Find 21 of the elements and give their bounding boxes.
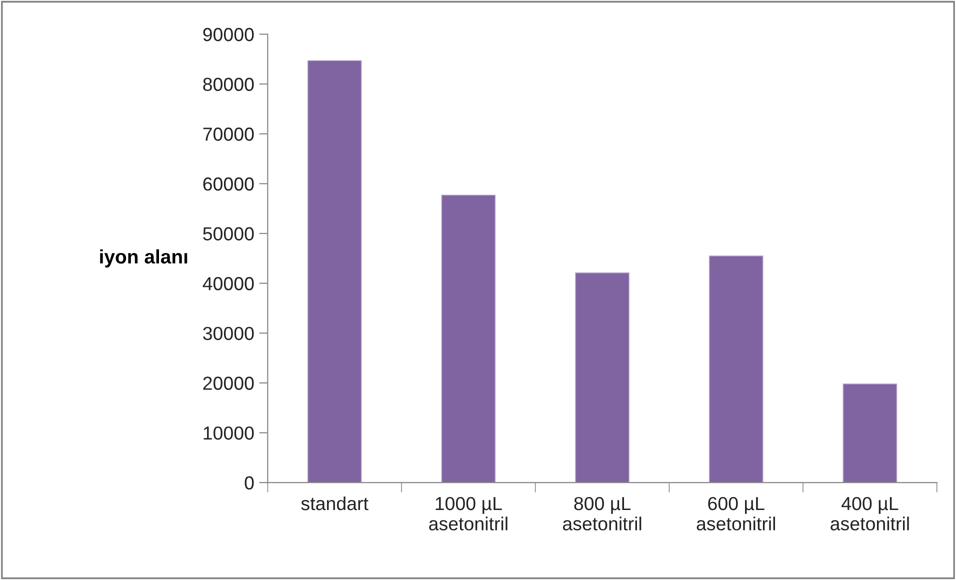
x-tick-label: 400 µL asetonitril — [830, 496, 909, 530]
bar — [842, 384, 898, 483]
bar — [575, 272, 630, 483]
y-tick-label: 50000 — [203, 227, 254, 240]
y-tick-label: 90000 — [203, 28, 254, 42]
y-tick-label: 70000 — [203, 128, 254, 141]
x-tick-label: standart — [301, 496, 368, 510]
bar — [708, 255, 764, 483]
y-axis-title: iyon alanı — [100, 249, 188, 268]
y-tick-label: 20000 — [203, 376, 254, 390]
y-tick-label: 30000 — [203, 326, 254, 340]
y-tick-label: 0 — [244, 476, 254, 490]
x-tick-label: 1000 µL asetonitril — [429, 496, 508, 530]
y-tick-label: 80000 — [203, 78, 254, 92]
y-tick-label: 10000 — [204, 426, 254, 440]
bar — [441, 194, 496, 483]
x-tick-label: 600 µL asetonitril — [696, 496, 775, 530]
y-tick-label: 40000 — [202, 277, 254, 290]
x-tick-label: 800 µL asetonitril — [562, 496, 642, 530]
y-tick-label: 60000 — [203, 177, 254, 191]
bar — [307, 60, 362, 483]
